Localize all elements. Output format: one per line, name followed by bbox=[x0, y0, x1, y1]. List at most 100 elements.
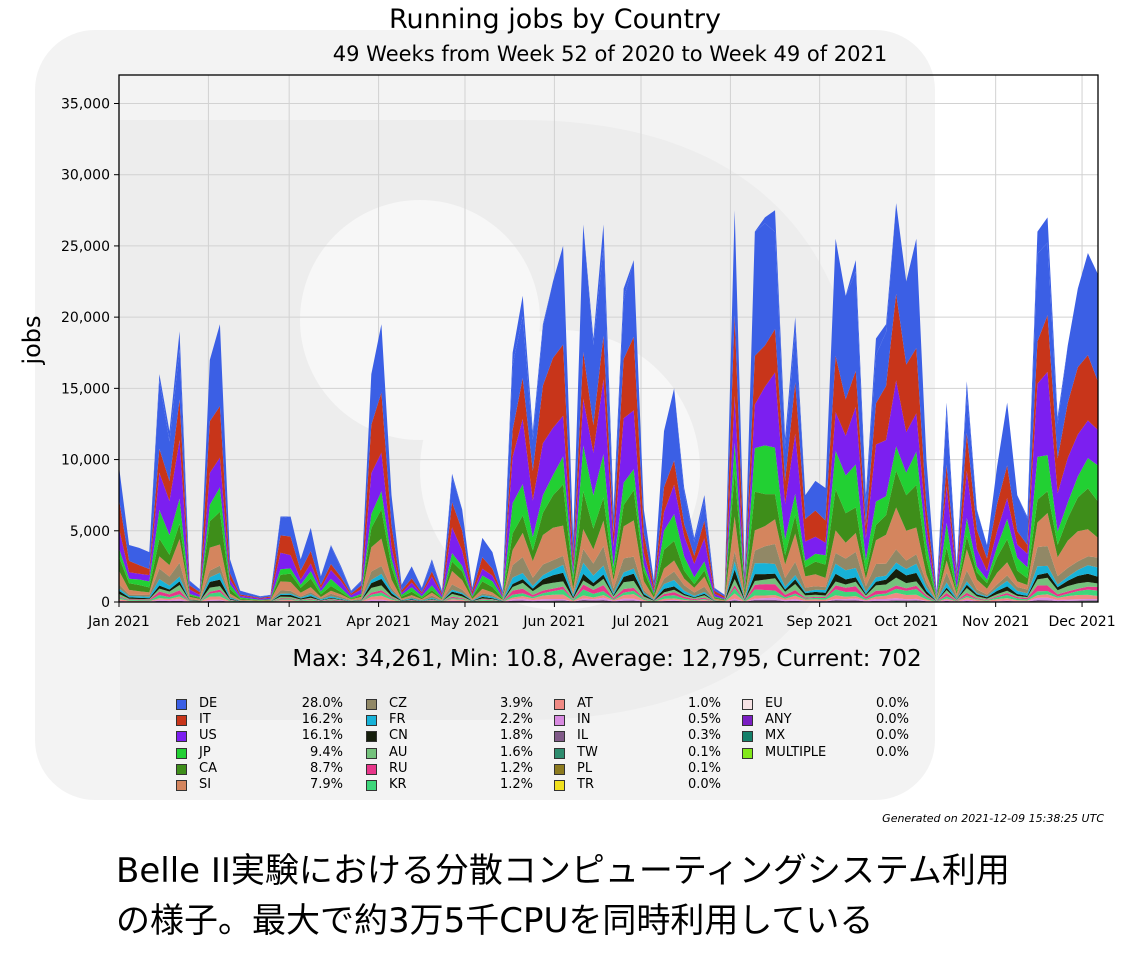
area-series-cz bbox=[119, 543, 1098, 602]
area-series-si bbox=[119, 507, 1098, 602]
legend-label: KR bbox=[389, 777, 407, 792]
legend-swatch bbox=[366, 731, 377, 743]
y-tick-label: 0 bbox=[101, 595, 110, 611]
area-series-jp bbox=[119, 442, 1098, 601]
legend-swatch bbox=[366, 747, 377, 759]
legend-percent: 0.0% bbox=[875, 712, 909, 728]
area-series-it bbox=[119, 293, 1098, 599]
legend-swatch bbox=[742, 715, 753, 727]
x-tick-label: Jun 2021 bbox=[522, 614, 585, 630]
caption-line-1: Belle II実験における分散コンピューティングシステム利用 bbox=[116, 851, 1010, 891]
legend-item-il: IL 0.3% bbox=[554, 728, 734, 744]
area-series-cn bbox=[119, 568, 1098, 602]
area-series-fr bbox=[119, 561, 1098, 602]
legend-label: PL bbox=[577, 760, 593, 776]
legend-label: CZ bbox=[389, 696, 407, 711]
legend-swatch bbox=[176, 731, 187, 743]
legend-swatch bbox=[742, 747, 753, 759]
legend-percent: 0.1% bbox=[687, 760, 721, 776]
legend-swatch bbox=[366, 699, 377, 710]
legend-percent: 16.2% bbox=[301, 712, 343, 728]
legend-swatch bbox=[176, 699, 187, 710]
area-series-in bbox=[119, 597, 1098, 602]
plot-frame bbox=[118, 74, 1099, 603]
legend-label: AT bbox=[577, 696, 593, 711]
legend-item-kr: KR 1.2% bbox=[366, 777, 546, 793]
legend-percent: 1.8% bbox=[499, 728, 533, 744]
legend-label: IL bbox=[577, 728, 589, 744]
legend-label: IT bbox=[199, 712, 211, 728]
legend-swatch bbox=[366, 715, 377, 727]
x-tick-label: Dec 2021 bbox=[1048, 614, 1115, 630]
y-tick-label: 20,000 bbox=[61, 310, 110, 326]
legend-label: RU bbox=[389, 760, 408, 776]
y-tick-label: 15,000 bbox=[61, 381, 110, 397]
legend-label: MULTIPLE bbox=[765, 744, 827, 760]
legend-percent: 1.0% bbox=[687, 696, 721, 711]
legend-swatch bbox=[366, 780, 377, 791]
legend-item-any: ANY 0.0% bbox=[742, 712, 922, 728]
legend-swatch bbox=[176, 747, 187, 759]
x-axis-ticks: Jan 2021 Feb 2021 Mar 2021 Apr 2021 May 2021… bbox=[87, 602, 1116, 630]
legend-item-eu: EU 0.0% bbox=[742, 696, 922, 712]
area-series-at bbox=[119, 592, 1098, 602]
legend-percent: 0.0% bbox=[875, 696, 909, 711]
legend-swatch bbox=[176, 715, 187, 727]
legend-swatch bbox=[554, 780, 565, 791]
area-series-us bbox=[119, 371, 1098, 600]
legend-label: ANY bbox=[765, 712, 792, 728]
legend-label: AU bbox=[389, 744, 408, 760]
legend-item-ru: RU 1.2% bbox=[366, 761, 546, 777]
legend-label: DE bbox=[199, 696, 218, 711]
legend-percent: 7.9% bbox=[309, 777, 343, 792]
legend-item-us: US 16.1% bbox=[176, 728, 356, 744]
legend-percent: 8.7% bbox=[309, 760, 343, 776]
generated-timestamp: Generated on 2021-12-09 15:38:25 UTC bbox=[882, 812, 1104, 825]
legend-item-au: AU 1.6% bbox=[366, 745, 546, 761]
legend-label: TW bbox=[577, 744, 598, 760]
y-tick-label: 10,000 bbox=[61, 453, 110, 469]
x-tick-label: Jan 2021 bbox=[87, 614, 150, 630]
legend-item-it: IT 16.2% bbox=[176, 712, 356, 728]
legend-swatch bbox=[366, 763, 377, 775]
legend-item-fr: FR 2.2% bbox=[366, 712, 546, 728]
caption: Belle II実験における分散コンピューティングシステム利用 の様子。最大で約… bbox=[116, 846, 1010, 946]
legend-label: US bbox=[199, 728, 217, 744]
legend-percent: 0.1% bbox=[687, 744, 721, 760]
chart-title: Running jobs by Country bbox=[389, 4, 721, 35]
legend-percent: 0.0% bbox=[875, 744, 909, 760]
stats-summary: Max: 34,261, Min: 10.8, Average: 12,795,… bbox=[292, 646, 922, 672]
legend-percent: 3.9% bbox=[499, 696, 533, 711]
legend-item-multiple: MULTIPLE 0.0% bbox=[742, 745, 922, 761]
y-tick-label: 35,000 bbox=[61, 96, 110, 112]
legend-item-tr: TR 0.0% bbox=[554, 777, 734, 793]
legend-percent: 28.0% bbox=[301, 696, 343, 711]
legend-percent: 16.1% bbox=[301, 728, 343, 744]
legend-swatch bbox=[554, 747, 565, 759]
legend-item-cz: CZ 3.9% bbox=[366, 696, 546, 712]
y-axis-label: jobs bbox=[18, 315, 46, 365]
legend-item-at: AT 1.0% bbox=[554, 696, 734, 712]
x-tick-label: Aug 2021 bbox=[697, 614, 764, 630]
legend-swatch bbox=[554, 763, 565, 775]
legend-swatch bbox=[554, 699, 565, 710]
caption-line-2: の様子。最大で約3万5千CPUを同時利用している bbox=[116, 901, 874, 941]
legend-percent: 0.0% bbox=[687, 777, 721, 792]
legend-swatch bbox=[554, 731, 565, 743]
legend-item-jp: JP 9.4% bbox=[176, 745, 356, 761]
legend-item-mx: MX 0.0% bbox=[742, 728, 922, 744]
legend-label: EU bbox=[765, 696, 783, 711]
y-axis-ticks: 0 5,000 10,000 15,000 20,000 25,000 30,000 35,0… bbox=[61, 96, 119, 611]
legend-swatch bbox=[554, 715, 565, 727]
legend-swatch bbox=[176, 763, 187, 775]
x-tick-label: Apr 2021 bbox=[346, 614, 410, 630]
x-tick-label: Nov 2021 bbox=[962, 614, 1029, 630]
area-series bbox=[119, 203, 1098, 602]
x-tick-label: Sep 2021 bbox=[786, 614, 852, 630]
area-series-au bbox=[119, 577, 1098, 602]
legend-percent: 1.2% bbox=[499, 760, 533, 776]
legend: DE 28.0% IT 16.2% US 16.1% JP 9.4% CA 8.7% SI 7.9% C… bbox=[176, 696, 936, 806]
legend-item-pl: PL 0.1% bbox=[554, 761, 734, 777]
legend-percent: 1.2% bbox=[499, 777, 533, 792]
x-tick-label: Mar 2021 bbox=[256, 614, 323, 630]
